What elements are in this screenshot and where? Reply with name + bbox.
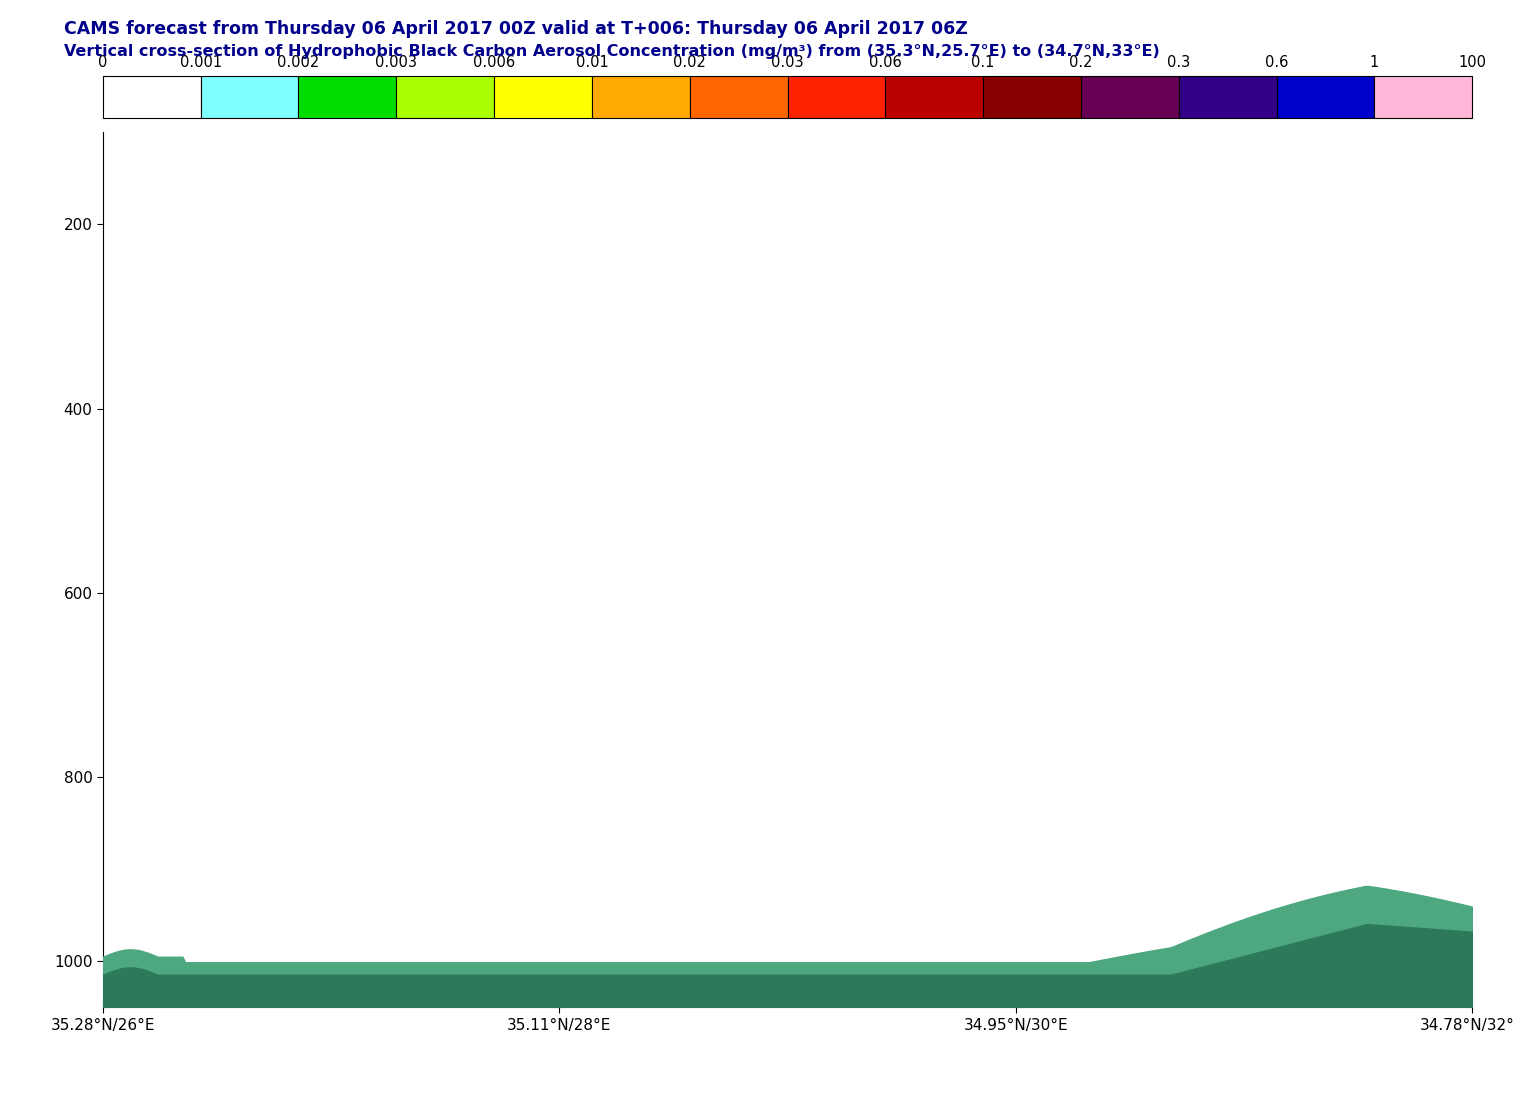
Bar [1179,76,1277,118]
Bar [983,76,1080,118]
Text: 0.01: 0.01 [575,55,608,69]
Text: Vertical cross-section of Hydrophobic Black Carbon Aerosol Concentration (mg/m³): Vertical cross-section of Hydrophobic Bl… [64,44,1159,59]
Bar [690,76,787,118]
Text: 0.02: 0.02 [673,55,707,69]
Text: 0.002: 0.002 [277,55,319,69]
Text: 0: 0 [98,55,107,69]
Bar [1080,76,1179,118]
Bar [787,76,885,118]
Text: 100: 100 [1459,55,1486,69]
Text: 0.2: 0.2 [1070,55,1092,69]
Bar [592,76,690,118]
Text: CAMS forecast from Thursday 06 April 2017 00Z valid at T+006: Thursday 06 April : CAMS forecast from Thursday 06 April 201… [64,20,967,37]
Text: 0.006: 0.006 [474,55,514,69]
Bar [298,76,396,118]
Bar [396,76,495,118]
Text: 0.1: 0.1 [971,55,996,69]
Text: 0.6: 0.6 [1265,55,1288,69]
Bar [495,76,592,118]
Text: 0.3: 0.3 [1167,55,1191,69]
Text: 0.03: 0.03 [772,55,803,69]
Bar [1374,76,1472,118]
Text: 0.003: 0.003 [375,55,418,69]
Bar [103,76,201,118]
Text: 0.06: 0.06 [868,55,902,69]
Bar [1277,76,1374,118]
Text: 1: 1 [1369,55,1378,69]
Bar [885,76,983,118]
Text: 0.001: 0.001 [180,55,222,69]
Bar [201,76,298,118]
